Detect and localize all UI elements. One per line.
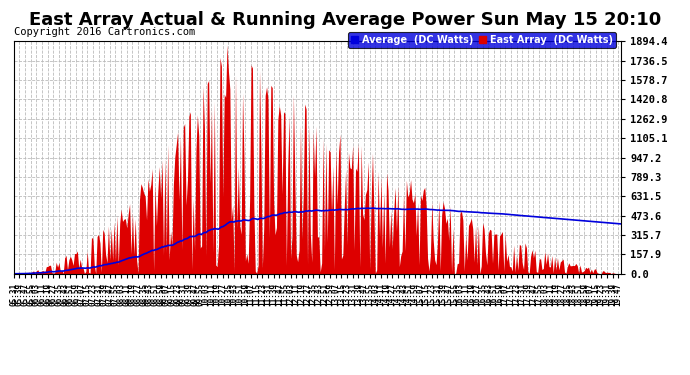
Text: Copyright 2016 Cartronics.com: Copyright 2016 Cartronics.com xyxy=(14,27,195,37)
Text: East Array Actual & Running Average Power Sun May 15 20:10: East Array Actual & Running Average Powe… xyxy=(29,11,661,29)
Legend: Average  (DC Watts), East Array  (DC Watts): Average (DC Watts), East Array (DC Watts… xyxy=(348,32,616,48)
